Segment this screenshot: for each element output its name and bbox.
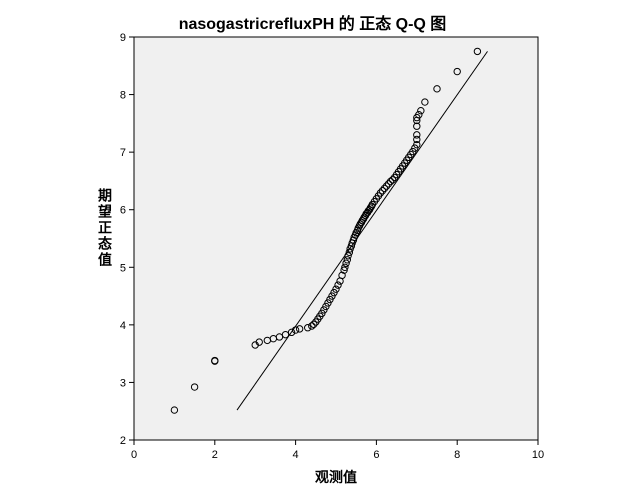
data-point xyxy=(310,320,318,328)
data-point xyxy=(291,326,300,334)
y-tick-label: 9 xyxy=(120,32,126,44)
data-point xyxy=(211,356,219,365)
x-tick-label: 0 xyxy=(131,449,137,461)
x-tick-label: 4 xyxy=(293,449,299,461)
data-point xyxy=(382,182,391,190)
data-point xyxy=(417,106,425,115)
x-tick-label: 2 xyxy=(212,449,218,461)
data-point xyxy=(287,328,296,337)
data-point xyxy=(255,338,263,346)
data-point xyxy=(343,256,352,264)
x-tick-label: 10 xyxy=(532,449,544,461)
data-point xyxy=(433,85,441,93)
y-tick-label: 3 xyxy=(120,377,126,389)
data-point xyxy=(413,140,421,149)
data-point xyxy=(190,383,199,391)
data-point xyxy=(413,131,421,139)
data-points xyxy=(170,47,482,414)
y-tick-label: 5 xyxy=(120,262,126,274)
y-tick-label: 4 xyxy=(120,320,126,332)
data-point xyxy=(421,98,429,106)
data-point xyxy=(349,236,358,244)
data-point xyxy=(342,259,350,267)
data-point xyxy=(332,285,340,293)
data-point xyxy=(341,263,349,271)
x-tick-label: 8 xyxy=(454,449,460,461)
data-point xyxy=(380,184,389,193)
data-point xyxy=(338,271,346,280)
data-point xyxy=(453,67,461,76)
data-point xyxy=(345,248,354,257)
data-point xyxy=(308,322,316,330)
chart-title: nasogastricrefluxPH 的 正态 Q-Q 图 xyxy=(178,16,447,33)
x-axis-title: 观测值 xyxy=(315,469,357,486)
data-point xyxy=(388,176,397,184)
x-axis: 0 2 4 6 8 10 xyxy=(131,440,544,461)
data-point xyxy=(384,180,393,188)
data-point xyxy=(295,325,304,333)
y-tick-label: 7 xyxy=(120,147,126,159)
data-point xyxy=(334,281,342,289)
y-tick-label: 2 xyxy=(120,435,126,447)
reference-line xyxy=(236,51,488,411)
data-point xyxy=(378,187,387,195)
y-tick-label: 8 xyxy=(120,90,126,102)
data-point xyxy=(170,406,179,414)
data-point xyxy=(413,122,421,130)
x-tick-label: 6 xyxy=(373,449,379,461)
y-axis: 2 3 4 5 6 7 8 9 xyxy=(120,32,134,447)
data-point xyxy=(344,252,352,260)
data-point xyxy=(376,189,385,197)
data-point xyxy=(304,324,312,332)
data-point xyxy=(340,266,348,274)
data-point xyxy=(413,135,421,144)
plot-area xyxy=(133,36,539,441)
data-point xyxy=(386,177,395,186)
y-axis-title: 期望正态值 xyxy=(98,189,112,269)
y-tick-label: 6 xyxy=(120,205,126,217)
data-point xyxy=(473,47,482,56)
data-point xyxy=(415,111,423,119)
